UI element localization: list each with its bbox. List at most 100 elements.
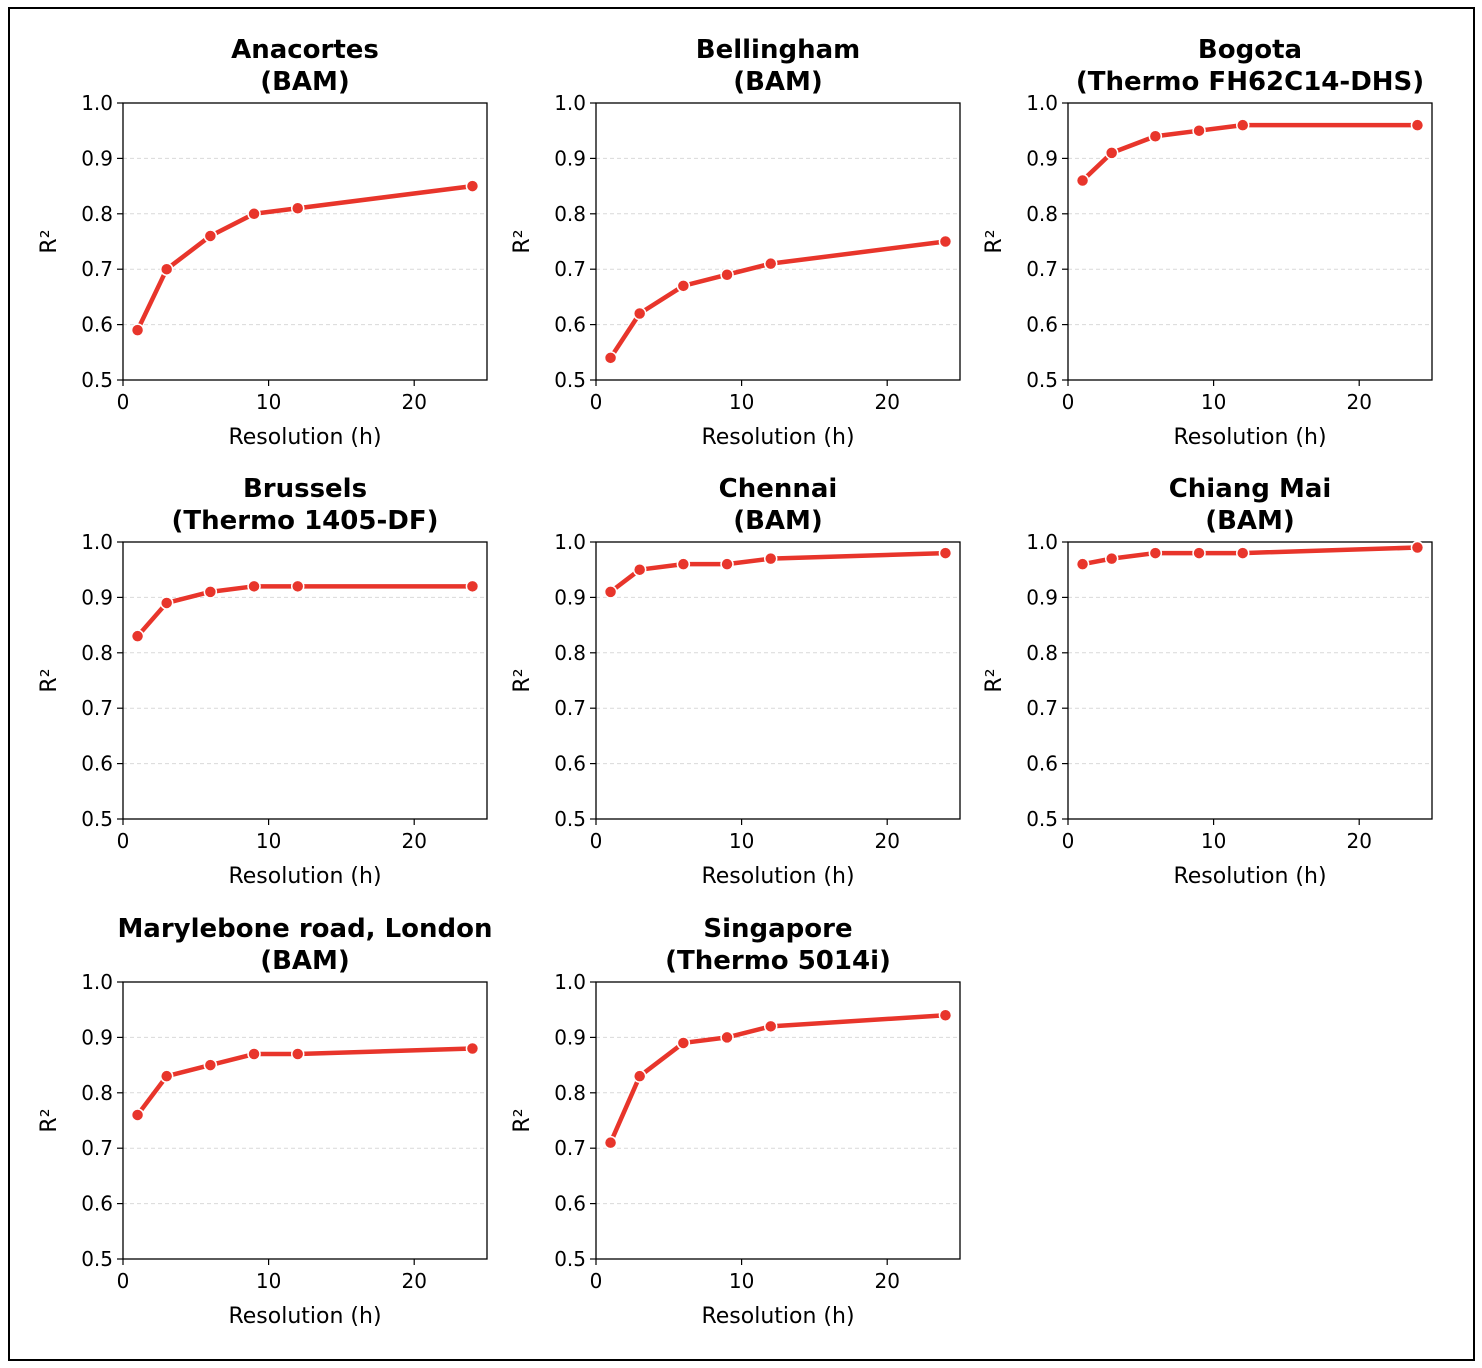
data-point (130, 323, 145, 337)
subplot-2: Bellingham(BAM) 0.5 0.6 0.7 0.8 0.9 1.0 0 10 20 Re… (510, 35, 961, 450)
data-point (159, 596, 174, 610)
data-point (1148, 129, 1163, 143)
x-axis-label: Resolution (h) (1173, 864, 1326, 889)
x-axis-label: Resolution (h) (701, 864, 854, 889)
plot-area-frame (122, 981, 488, 1260)
y-tick-label: 0.8 (1026, 641, 1058, 665)
data-point (1075, 557, 1090, 571)
subplot-title-line: (Thermo 1405-DF) (172, 506, 439, 536)
x-tick-label: 20 (401, 829, 426, 853)
data-point (159, 1069, 174, 1083)
y-tick-label: 0.9 (81, 146, 113, 170)
data-point (1410, 118, 1425, 132)
y-tick-label: 0.8 (81, 202, 113, 226)
data-point (603, 585, 618, 599)
data-point (465, 579, 480, 594)
subplot-title-line: Bogota (1198, 35, 1302, 65)
plot-area-frame (595, 981, 961, 1260)
y-tick-label: 0.8 (554, 641, 586, 665)
subplot-title-line: Singapore (703, 914, 852, 944)
x-axis-label: Resolution (h) (228, 1304, 381, 1329)
y-axis-label: R² (37, 668, 62, 692)
y-tick-label: 0.5 (554, 1247, 586, 1271)
y-tick-label: 1.0 (554, 970, 586, 994)
data-point (632, 562, 647, 577)
y-tick-label: 0.6 (81, 752, 113, 776)
y-tick-label: 0.6 (1026, 313, 1058, 337)
x-tick-label: 0 (590, 1269, 603, 1293)
subplot-title-line: (Thermo 5014i) (665, 946, 891, 976)
x-tick-label: 20 (1346, 829, 1371, 853)
y-tick-label: 0.9 (1026, 146, 1058, 170)
x-tick-label: 0 (1062, 390, 1075, 414)
x-axis-label: Resolution (h) (1173, 425, 1326, 450)
subplot-8: Singapore(Thermo 5014i) 0.5 0.6 0.7 0.8 0.9 1.… (510, 914, 961, 1329)
data-point (720, 267, 734, 282)
y-tick-label: 0.6 (554, 752, 586, 776)
y-tick-label: 0.5 (81, 1247, 113, 1271)
x-axis-label: Resolution (h) (228, 425, 381, 450)
y-tick-label: 0.7 (81, 1136, 113, 1160)
y-axis-label: R² (982, 668, 1007, 692)
x-tick-label: 10 (729, 390, 754, 414)
y-tick-label: 0.7 (1026, 257, 1058, 281)
x-tick-label: 10 (256, 1269, 281, 1293)
data-point (203, 1058, 218, 1072)
data-point (1192, 123, 1206, 138)
subplot-3: Bogota(Thermo FH62C14-DHS) 0.5 0.6 0.7 0.8 0.… (982, 35, 1433, 450)
y-tick-label: 0.6 (554, 313, 586, 337)
x-tick-label: 20 (401, 390, 426, 414)
y-tick-label: 1.0 (81, 970, 113, 994)
plot-area-frame (1067, 102, 1433, 381)
y-tick-label: 1.0 (81, 530, 113, 554)
x-tick-label: 10 (256, 829, 281, 853)
y-tick-label: 0.8 (554, 1081, 586, 1105)
y-tick-label: 0.7 (81, 696, 113, 720)
subplot-title-line: (BAM) (260, 67, 350, 97)
y-tick-label: 0.5 (1026, 368, 1058, 392)
y-tick-label: 0.9 (554, 1025, 586, 1049)
subplot-4: Brussels(Thermo 1405-DF) 0.5 0.6 0.7 0.8 0.9 1… (37, 474, 488, 889)
y-tick-label: 0.7 (554, 696, 586, 720)
series-line (608, 550, 948, 595)
x-tick-label: 10 (729, 829, 754, 853)
data-point (159, 262, 174, 276)
data-point (290, 579, 305, 594)
data-point (247, 579, 261, 594)
x-tick-label: 0 (117, 1269, 130, 1293)
series-line (1080, 545, 1420, 567)
y-axis-label: R² (510, 1108, 535, 1132)
subplot-title-line: Chennai (719, 474, 838, 504)
x-tick-label: 20 (1346, 390, 1371, 414)
data-point (1235, 546, 1250, 560)
data-point (676, 557, 691, 571)
series-line (608, 239, 948, 361)
data-point (1148, 546, 1163, 560)
data-point (676, 279, 691, 293)
y-tick-label: 0.5 (81, 368, 113, 392)
data-point (465, 1041, 480, 1056)
figure-frame: Anacortes (BAM) 0.5 0.6 0.7 0.8 0.9 1.0 0 10 20 Res… (8, 7, 1475, 1361)
x-axis-label: Resolution (h) (701, 425, 854, 450)
subplot-5: Chennai(BAM) 0.5 0.6 0.7 0.8 0.9 1.0 0 10 20 Resol… (510, 474, 961, 889)
y-tick-label: 0.9 (554, 146, 586, 170)
y-tick-label: 1.0 (1026, 91, 1058, 115)
data-point (1235, 118, 1250, 132)
y-axis-label: R² (37, 1108, 62, 1132)
plot-area-frame (122, 541, 488, 820)
subplot-7: Marylebone road, London(BAM) 0.5 0.6 0.7 0.8… (37, 914, 493, 1329)
x-tick-label: 0 (1062, 829, 1075, 853)
y-axis-label: R² (982, 229, 1007, 253)
y-tick-label: 0.9 (81, 1025, 113, 1049)
data-point (720, 1030, 734, 1045)
y-axis-label: R² (510, 229, 535, 253)
data-point (632, 1069, 647, 1083)
data-point (130, 629, 145, 643)
subplot-title-line: (BAM) (733, 506, 823, 536)
x-axis-label: Resolution (h) (701, 1304, 854, 1329)
data-point (290, 1047, 305, 1061)
y-tick-label: 0.9 (81, 585, 113, 609)
series-line (1080, 122, 1420, 183)
data-point (938, 546, 953, 560)
y-tick-label: 0.5 (554, 368, 586, 392)
